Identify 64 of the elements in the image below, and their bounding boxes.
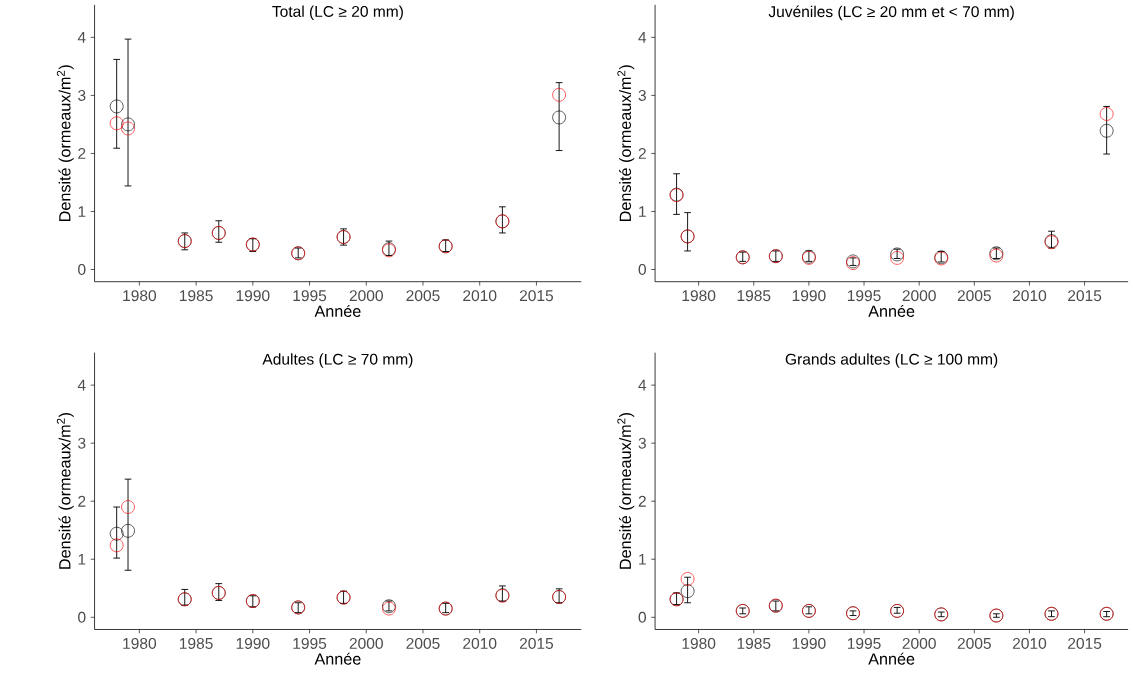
x-tick-label: 1980 — [123, 637, 157, 649]
x-tick-label: 2000 — [902, 637, 936, 649]
x-tick-label: 2015 — [1068, 290, 1102, 302]
x-tick-label: 1985 — [179, 637, 213, 649]
x-tick-label: 1980 — [682, 290, 716, 302]
y-tick-label: 0 — [638, 264, 647, 276]
y-tick-label: 4 — [77, 379, 86, 391]
x-tick-label: 1985 — [737, 637, 771, 649]
x-tick-label: 1985 — [737, 290, 771, 302]
x-tick-label: 1980 — [682, 637, 716, 649]
y-tick-label: 4 — [638, 379, 647, 391]
y-axis-title: Densité (ormeaux/m$^{2}$) — [617, 413, 635, 569]
x-tick-label: 2000 — [902, 290, 936, 302]
y-tick-label: 2 — [638, 495, 646, 507]
y-tick-label: 3 — [78, 437, 86, 449]
y-tick-label: 0 — [78, 264, 86, 276]
x-tick-label: 2010 — [1012, 290, 1047, 302]
x-tick-label: 1995 — [847, 290, 881, 302]
x-axis-title: Année — [314, 304, 361, 317]
x-tick-label: 1995 — [293, 637, 327, 649]
chart-title: Juvéniles (LC ≥ 20 mm et < 70 mm) — [768, 5, 1014, 21]
x-tick-label: 1990 — [792, 637, 826, 649]
y-tick-label: 2 — [638, 148, 646, 159]
y-tick-label: 3 — [638, 89, 646, 101]
y-tick-label: 4 — [77, 32, 86, 43]
x-tick-label: 2005 — [406, 290, 440, 302]
y-axis-title: Densité (ormeaux/m$^{2}$) — [56, 65, 74, 222]
x-tick-label: 2000 — [349, 290, 383, 302]
x-tick-label: 2015 — [1068, 637, 1102, 649]
y-tick-label: 1 — [78, 206, 86, 217]
x-tick-label: 1990 — [236, 290, 270, 302]
y-tick-label: 2 — [78, 495, 86, 507]
chart-title: Grands adultes (LC ≥ 100 mm) — [785, 353, 998, 368]
x-tick-label: 2010 — [463, 290, 497, 302]
chart-title: Total (LC ≥ 20 mm) — [272, 5, 403, 21]
x-tick-label: 1980 — [123, 290, 157, 302]
x-axis-title: Année — [868, 304, 915, 317]
x-tick-label: 2010 — [463, 637, 497, 649]
y-axis-title: Densité (ormeaux/m$^{2}$) — [56, 413, 74, 569]
y-tick-label: 3 — [78, 89, 86, 101]
x-tick-label: 1990 — [792, 290, 826, 302]
y-tick-label: 2 — [78, 148, 86, 159]
y-tick-label: 4 — [638, 32, 647, 43]
y-tick-label: 1 — [639, 553, 646, 565]
x-tick-label: 2005 — [957, 290, 991, 302]
x-axis-title: Année — [314, 652, 361, 665]
x-axis-title: Année — [868, 652, 915, 665]
x-tick-label: 2015 — [519, 637, 554, 649]
y-tick-label: 3 — [638, 437, 646, 449]
x-tick-label: 2015 — [519, 290, 554, 302]
y-tick-label: 0 — [78, 611, 86, 623]
chart-title: Adultes (LC ≥ 70 mm) — [262, 353, 413, 368]
y-tick-label: 0 — [638, 611, 647, 623]
x-tick-label: 2010 — [1012, 637, 1047, 649]
y-tick-label: 1 — [639, 206, 646, 217]
x-tick-label: 1985 — [179, 290, 213, 302]
y-axis-title: Densité (ormeaux/m$^{2}$) — [617, 65, 635, 222]
x-tick-label: 1995 — [293, 290, 327, 302]
x-tick-label: 2000 — [349, 637, 383, 649]
x-tick-label: 2005 — [406, 637, 440, 649]
x-tick-label: 2005 — [957, 637, 991, 649]
y-tick-label: 1 — [78, 553, 86, 565]
x-tick-label: 1995 — [847, 637, 881, 649]
x-tick-label: 1990 — [236, 637, 270, 649]
